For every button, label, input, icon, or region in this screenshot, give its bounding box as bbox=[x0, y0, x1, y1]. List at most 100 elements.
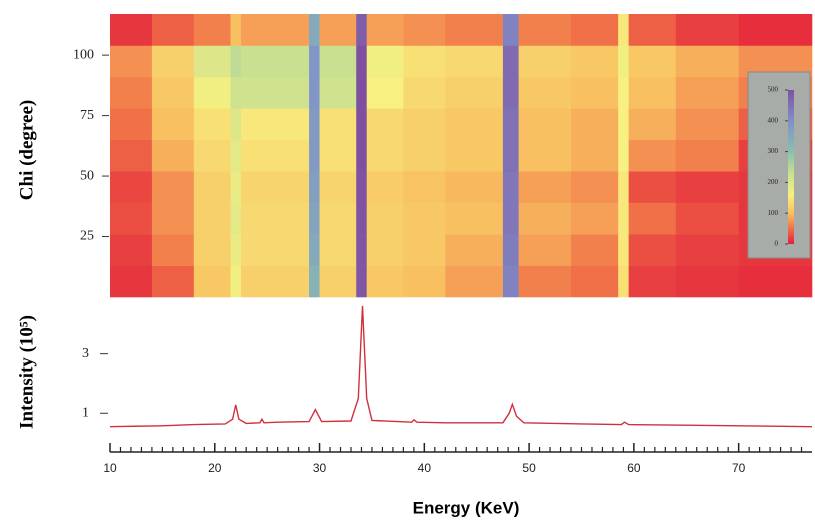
heat-cell bbox=[445, 76, 504, 109]
y-axis-label: Intensity (10⁵) bbox=[16, 315, 37, 429]
heat-cell bbox=[571, 171, 619, 203]
heat-cell bbox=[193, 234, 231, 266]
heat-cell bbox=[230, 108, 242, 141]
heat-cell bbox=[618, 45, 629, 78]
heat-cell bbox=[240, 45, 310, 78]
colorbar-tick-label: 100 bbox=[768, 209, 779, 217]
colorbar-tick-label: 400 bbox=[768, 116, 779, 124]
heat-cell bbox=[193, 76, 231, 109]
heat-cell bbox=[618, 265, 629, 298]
heat-cell bbox=[309, 139, 320, 172]
heat-cell bbox=[309, 234, 320, 266]
heat-cell bbox=[319, 139, 357, 172]
heat-cell bbox=[356, 76, 368, 109]
heat-cell bbox=[230, 234, 242, 266]
heat-cell bbox=[319, 234, 357, 266]
heat-cell bbox=[309, 265, 320, 298]
x-tick-label: 10 bbox=[103, 461, 117, 475]
x-tick-label: 60 bbox=[627, 461, 641, 475]
heat-cell bbox=[356, 265, 368, 298]
heat-cell bbox=[230, 171, 242, 203]
heat-cell bbox=[309, 14, 320, 46]
heat-cell bbox=[518, 202, 572, 235]
heat-cell bbox=[403, 202, 446, 235]
heat-cell bbox=[403, 234, 446, 266]
y-tick-label: 1 bbox=[82, 405, 89, 420]
heat-cell bbox=[518, 45, 572, 78]
heat-cell bbox=[445, 45, 504, 78]
heat-cell bbox=[675, 108, 739, 141]
heat-cell bbox=[738, 265, 813, 298]
heat-cell bbox=[445, 108, 504, 141]
heat-cell bbox=[571, 76, 619, 109]
heat-cell bbox=[366, 45, 404, 78]
heat-cell bbox=[366, 171, 404, 203]
heat-cell bbox=[110, 108, 153, 141]
heat-cell bbox=[403, 76, 446, 109]
heat-cell bbox=[110, 265, 153, 298]
heat-cell bbox=[675, 45, 739, 78]
heat-cell bbox=[403, 139, 446, 172]
colorbar-tick-label: 200 bbox=[768, 178, 779, 186]
heat-cell bbox=[110, 76, 153, 109]
heat-cell bbox=[193, 171, 231, 203]
heat-cell bbox=[675, 202, 739, 235]
heat-cell bbox=[319, 202, 357, 235]
heat-cell bbox=[240, 139, 310, 172]
heat-cell bbox=[445, 171, 504, 203]
heat-cell bbox=[445, 234, 504, 266]
x-tick-label: 50 bbox=[522, 461, 536, 475]
colorbar-tick-label: 500 bbox=[768, 86, 779, 94]
heat-cell bbox=[356, 14, 368, 46]
heat-cell bbox=[240, 171, 310, 203]
heat-cell bbox=[151, 234, 195, 266]
heat-cell bbox=[110, 14, 153, 46]
heat-cell bbox=[240, 234, 310, 266]
colorbar-tick-label: 300 bbox=[768, 147, 779, 155]
heat-cell bbox=[151, 76, 195, 109]
y-tick-label: 75 bbox=[80, 108, 94, 123]
heat-cell bbox=[309, 171, 320, 203]
heat-cell bbox=[628, 139, 677, 172]
heat-cell bbox=[240, 265, 310, 298]
heat-cell bbox=[571, 234, 619, 266]
y-tick-label: 100 bbox=[73, 47, 94, 62]
heat-cell bbox=[151, 45, 195, 78]
heat-cell bbox=[309, 108, 320, 141]
heat-cell bbox=[240, 108, 310, 141]
heat-cell bbox=[151, 171, 195, 203]
heat-cell bbox=[240, 14, 310, 46]
heat-cell bbox=[230, 45, 242, 78]
heat-cell bbox=[356, 108, 368, 141]
heat-cell bbox=[518, 139, 572, 172]
x-tick-label: 70 bbox=[732, 461, 746, 475]
heat-cell bbox=[618, 108, 629, 141]
heat-cell bbox=[319, 108, 357, 141]
heat-cell bbox=[230, 14, 242, 46]
heat-cell bbox=[675, 265, 739, 298]
heat-cell bbox=[675, 171, 739, 203]
heat-cell bbox=[366, 139, 404, 172]
heat-cell bbox=[240, 76, 310, 109]
heat-cell bbox=[518, 171, 572, 203]
heat-cell bbox=[356, 45, 368, 78]
heat-cell bbox=[618, 76, 629, 109]
heat-cell bbox=[403, 265, 446, 298]
heat-cell bbox=[151, 14, 195, 46]
heat-cell bbox=[628, 202, 677, 235]
heat-cell bbox=[110, 234, 153, 266]
heat-cell bbox=[571, 14, 619, 46]
heat-cell bbox=[366, 202, 404, 235]
heat-cell bbox=[502, 108, 519, 141]
heat-cell bbox=[502, 14, 519, 46]
heat-cell bbox=[230, 265, 242, 298]
heat-cell bbox=[366, 234, 404, 266]
heat-cell bbox=[502, 265, 519, 298]
heat-cell bbox=[502, 139, 519, 172]
heat-cell bbox=[618, 234, 629, 266]
heat-cell bbox=[403, 14, 446, 46]
heat-cell bbox=[675, 14, 739, 46]
heat-cell bbox=[110, 45, 153, 78]
heat-cell bbox=[518, 265, 572, 298]
